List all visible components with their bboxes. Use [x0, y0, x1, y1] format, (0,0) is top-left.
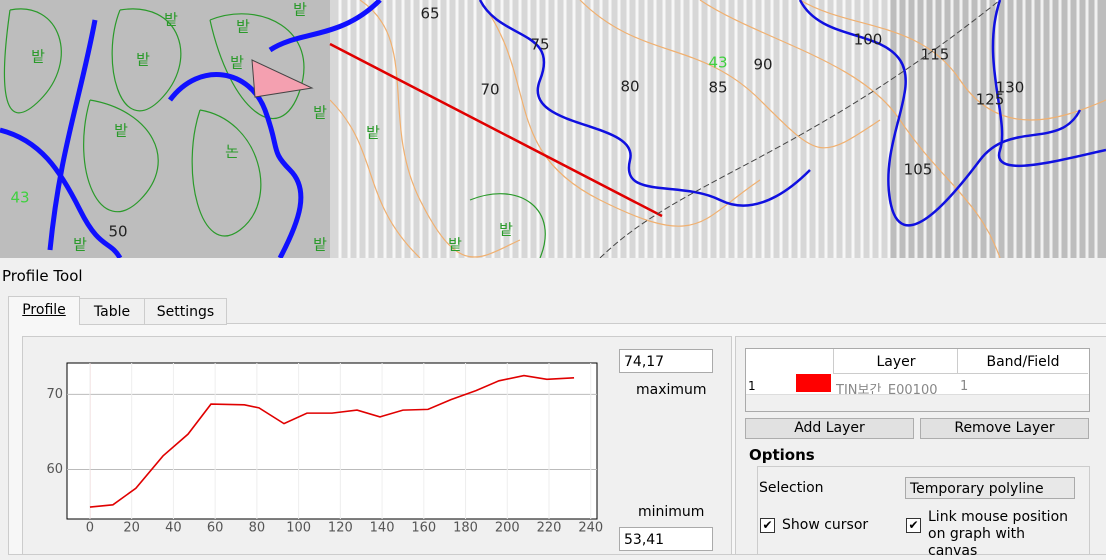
x-tick-label: 40 [165, 521, 182, 536]
scrollbar[interactable] [746, 394, 1089, 411]
map-label: 밭 [499, 221, 513, 239]
y-tick-label: 70 [46, 387, 63, 402]
plot-area [66, 362, 598, 520]
x-tick-label: 180 [453, 521, 478, 536]
parcels [3, 8, 546, 258]
map-label: 90 [753, 56, 772, 74]
tab[interactable]: Profile [8, 296, 80, 325]
remove-layer-button[interactable]: Remove Layer [920, 418, 1089, 439]
map-label: 밭 [293, 1, 307, 19]
layer-color[interactable] [796, 374, 831, 392]
map-label: 밭 [313, 236, 327, 254]
link-mouse-label: Link mouse position on graph with canvas [928, 509, 1069, 559]
tab[interactable]: Settings [144, 298, 227, 325]
map-stripes [338, 0, 1098, 258]
x-tick-label: 100 [286, 521, 311, 536]
tab[interactable]: Table [79, 298, 145, 325]
x-tick-label: 120 [328, 521, 353, 536]
rivers [478, 0, 1106, 227]
x-tick-label: 20 [123, 521, 140, 536]
x-tick-label: 140 [370, 521, 395, 536]
dashed-road [599, 0, 1001, 258]
map-label: 밭 [164, 11, 178, 29]
profile-line [329, 42, 663, 218]
contours [329, 0, 1106, 258]
row-number: 1 [748, 379, 756, 393]
x-tick-label: 240 [578, 521, 603, 536]
options-title: Options [749, 446, 815, 464]
map-label: 70 [480, 81, 499, 99]
table-header: Band/Field [957, 349, 1088, 374]
map-label: 75 [530, 36, 549, 54]
x-tick-label: 160 [411, 521, 436, 536]
min-label: minimum [638, 504, 705, 520]
map-label: 65 [420, 5, 439, 23]
map-label: 밭 [313, 104, 327, 122]
map-label: 100 [854, 31, 883, 49]
map-label: 105 [904, 161, 933, 179]
map-label: 130 [996, 79, 1025, 97]
map-label: 논 [225, 143, 239, 161]
y-tick-label: 60 [46, 462, 63, 477]
show-cursor-label: Show cursor [782, 517, 869, 533]
map-label: 85 [708, 79, 727, 97]
map-label: 115 [921, 46, 950, 64]
add-layer-button[interactable]: Add Layer [745, 418, 914, 439]
min-spinbox[interactable]: 53,41 [619, 527, 713, 551]
max-spinbox[interactable]: 74,17 [619, 349, 713, 373]
table-header: Layer [833, 349, 958, 374]
map-label: 밭 [448, 236, 462, 254]
map-label: 43 [10, 189, 29, 207]
map-label: 밭 [236, 18, 250, 36]
map-label: 50 [108, 223, 127, 241]
checkbox[interactable]: ✔ [760, 518, 775, 533]
main-river [0, 0, 382, 258]
x-tick-label: 60 [207, 521, 224, 536]
map-label: 125 [976, 91, 1005, 109]
selection-label: Selection [759, 480, 824, 496]
map-label: 80 [620, 78, 639, 96]
checkbox[interactable]: ✔ [906, 518, 921, 533]
x-tick-label: 200 [495, 521, 520, 536]
parcel-highlight [251, 59, 314, 98]
map-label: 밭 [366, 124, 380, 142]
profile-line [89, 374, 575, 508]
selection-combo[interactable]: Temporary polyline [905, 477, 1075, 499]
map-label: 밭 [230, 54, 244, 72]
map-label: 43 [708, 54, 727, 72]
x-tick-label: 0 [86, 521, 94, 536]
x-tick-label: 80 [249, 521, 266, 536]
profile-chart: 60 70 0 20 40 60 80 100 120 140 160 180 200 220 240 [46, 362, 603, 536]
map-label: 밭 [73, 236, 87, 254]
max-label: maximum [636, 382, 707, 398]
map-label: 밭 [114, 122, 128, 140]
layer-table: Layer Band/Field 1 TIN보간_E00100 1 [745, 348, 1090, 412]
panel-title: Profile Tool [2, 267, 83, 285]
map-label: 밭 [136, 51, 150, 69]
map-label: 밭 [31, 48, 45, 66]
x-tick-label: 220 [537, 521, 562, 536]
band-field: 1 [960, 379, 969, 394]
